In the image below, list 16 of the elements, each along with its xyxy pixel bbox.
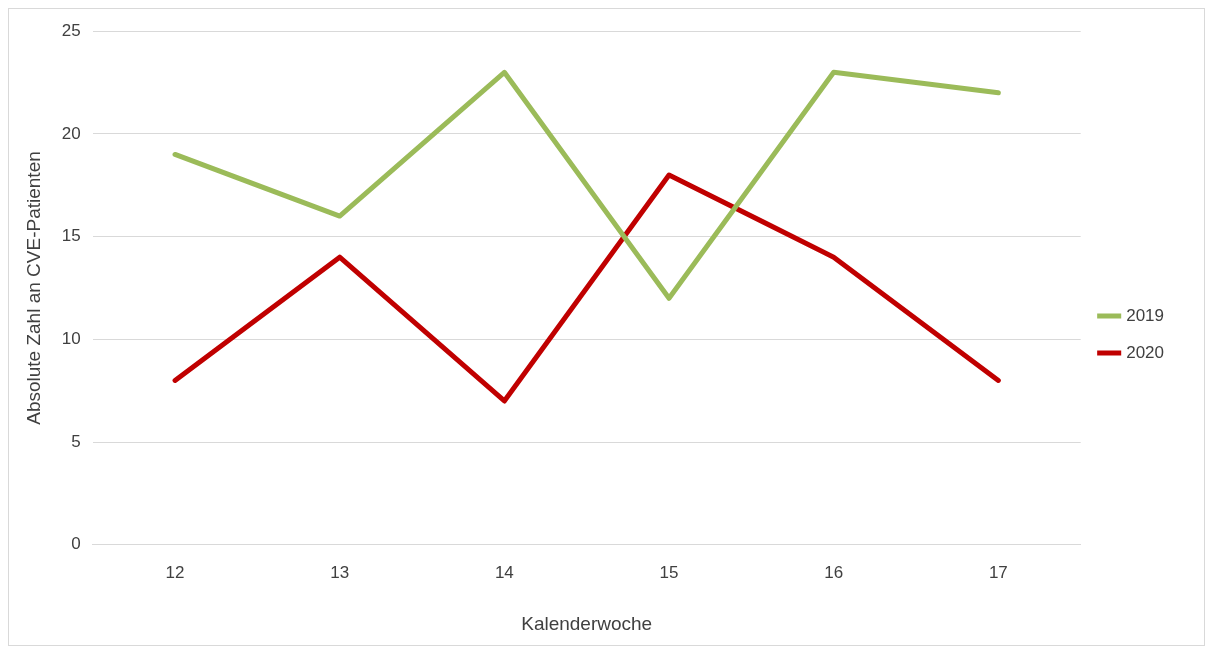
y-tick-label: 10	[61, 329, 81, 349]
y-tick-label: 15	[61, 226, 81, 246]
y-tick-label: 0	[71, 534, 81, 554]
x-tick-label: 12	[165, 562, 185, 582]
legend-label: 2020	[1126, 342, 1165, 362]
x-tick-label: 17	[988, 562, 1008, 582]
x-tick-label: 14	[494, 562, 514, 582]
x-tick-label: 15	[659, 562, 679, 582]
y-tick-label: 20	[61, 123, 81, 143]
x-tick-label: 16	[824, 562, 844, 582]
x-axis-title: Kalenderwoche	[521, 612, 653, 634]
y-axis-title: Absolute Zahl an CVE-Patienten	[22, 151, 44, 425]
legend-label: 2019	[1126, 305, 1165, 325]
y-tick-label: 25	[61, 20, 81, 40]
x-tick-label: 13	[330, 562, 350, 582]
y-tick-label: 5	[71, 431, 81, 451]
